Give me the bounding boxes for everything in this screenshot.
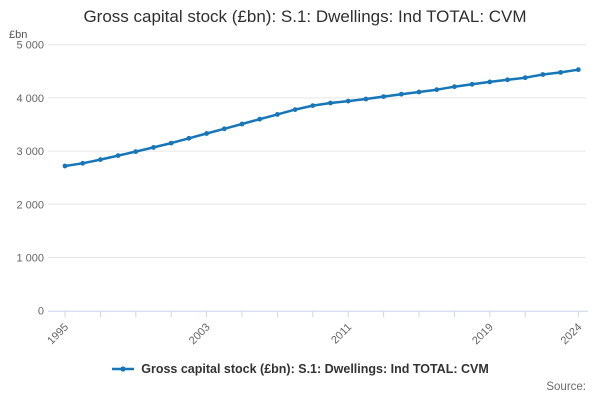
data-point-marker[interactable] <box>398 91 404 97</box>
series-line <box>63 68 580 168</box>
data-point-marker[interactable] <box>416 89 422 95</box>
data-point-marker[interactable] <box>558 70 563 75</box>
data-point-marker[interactable] <box>328 100 333 106</box>
source-label: Source: <box>546 381 586 393</box>
data-point-marker[interactable] <box>310 103 316 108</box>
data-point-marker[interactable] <box>292 107 298 112</box>
x-axis-tick-label: 2024 <box>559 321 585 347</box>
x-axis-tick-label: 2011 <box>329 321 354 346</box>
data-point-marker[interactable] <box>204 131 210 136</box>
y-axis-tick-label: 2 000 <box>16 199 44 211</box>
data-point-marker[interactable] <box>575 67 581 73</box>
chart-title: Gross capital stock (£bn): S.1: Dwelling… <box>83 7 527 26</box>
data-point-marker[interactable] <box>469 81 475 87</box>
data-point-marker[interactable] <box>115 153 121 159</box>
data-point-marker[interactable] <box>221 126 227 132</box>
data-point-marker[interactable] <box>151 145 156 150</box>
data-point-marker[interactable] <box>540 72 546 77</box>
data-point-marker[interactable] <box>487 79 493 85</box>
legend-line-marker-icon <box>112 366 135 372</box>
data-point-marker[interactable] <box>133 149 139 155</box>
data-point-marker[interactable] <box>434 87 440 93</box>
legend-item[interactable]: Gross capital stock (£bn): S.1: Dwelling… <box>111 362 489 376</box>
data-point-marker[interactable] <box>98 157 103 163</box>
data-point-marker[interactable] <box>257 116 263 122</box>
legend-label: Gross capital stock (£bn): S.1: Dwelling… <box>141 362 489 376</box>
y-axis-tick-label: 5 000 <box>16 40 44 52</box>
data-point-marker[interactable] <box>522 75 528 81</box>
data-point-marker[interactable] <box>452 84 457 90</box>
x-axis-tick-label: 1995 <box>45 321 71 347</box>
y-axis-tick-label: 3 000 <box>16 146 44 158</box>
data-point-marker[interactable] <box>363 96 369 102</box>
data-point-marker[interactable] <box>381 94 386 99</box>
data-point-marker[interactable] <box>275 112 280 117</box>
data-point-marker[interactable] <box>345 98 351 104</box>
data-point-marker[interactable] <box>186 135 192 141</box>
y-axis-tick-label: 1 000 <box>16 253 44 265</box>
y-axis-unit-label: £bn <box>9 29 28 41</box>
data-point-marker[interactable] <box>62 163 68 169</box>
data-point-marker[interactable] <box>80 160 86 166</box>
x-axis-tick-label: 2019 <box>470 321 496 347</box>
legend: Gross capital stock (£bn): S.1: Dwelling… <box>0 362 600 376</box>
x-axis-tick-label: 2003 <box>187 321 213 347</box>
data-point-marker[interactable] <box>239 121 245 127</box>
y-axis-tick-label: 4 000 <box>16 93 44 105</box>
data-point-marker[interactable] <box>168 140 174 146</box>
y-axis-tick-label: 0 <box>38 306 44 318</box>
data-point-marker[interactable] <box>505 77 510 83</box>
plot-area: 0 1 000 2 000 3 000 4 000 5 000 1995 2003 2011 20… <box>16 40 588 347</box>
